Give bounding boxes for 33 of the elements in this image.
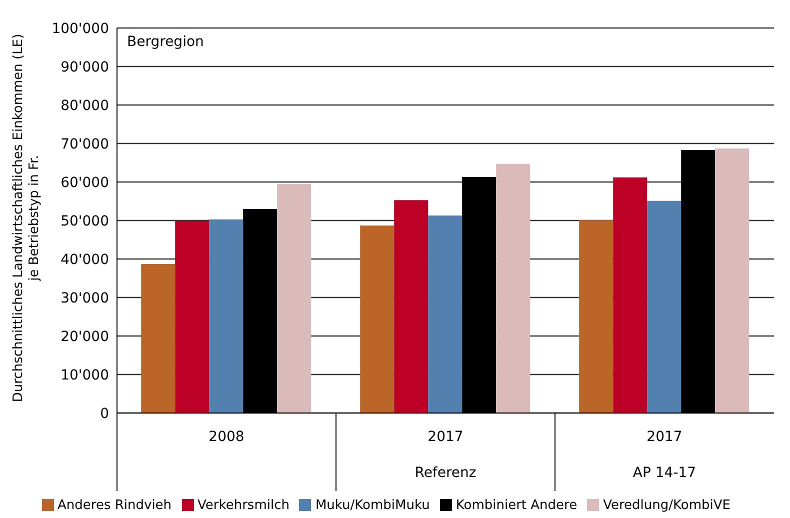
bar xyxy=(428,215,462,413)
legend-label: Veredlung/KombiVE xyxy=(603,498,730,513)
bar xyxy=(175,220,210,413)
bar xyxy=(715,148,750,413)
legend-label: Kombiniert Andere xyxy=(456,498,578,513)
y-tick-label: 40'000 xyxy=(60,252,109,268)
category-label: 2017 Referenz xyxy=(414,429,476,481)
legend-label: Verkehrsmilch xyxy=(198,498,290,513)
y-tick-label: 30'000 xyxy=(60,290,109,306)
y-tick-label: 80'000 xyxy=(60,98,109,114)
y-tick-label: 20'000 xyxy=(60,328,109,345)
bar xyxy=(360,226,394,413)
y-tick-label: 90'000 xyxy=(60,59,109,76)
y-tick-label: 50'000 xyxy=(60,213,109,230)
bar xyxy=(496,164,530,413)
bar xyxy=(141,264,176,413)
category-label: 2017 AP 14-17 xyxy=(632,429,696,481)
bar xyxy=(209,219,244,413)
y-tick-label: 60'000 xyxy=(60,174,109,191)
bar xyxy=(613,177,648,413)
y-tick-label: 70'000 xyxy=(60,136,109,152)
bar xyxy=(579,220,614,413)
bar xyxy=(647,200,682,413)
y-tick-label: 0 xyxy=(100,406,109,422)
y-tick-label: 10'000 xyxy=(60,367,109,384)
y-tick-label: 100'000 xyxy=(52,20,109,37)
legend-label: Muku/KombiMuku xyxy=(315,498,430,513)
bar xyxy=(394,200,428,413)
bar xyxy=(277,184,312,413)
chart-title: Bergregion xyxy=(127,34,204,50)
x-tick-label: 2008 xyxy=(208,429,244,445)
legend-label: Anderes Rindvieh xyxy=(58,498,172,513)
y-axis-title: Durchschnittliches Landwirtschaftliches Einkommen (LE) je Betriebstyp in Fr. xyxy=(11,34,42,402)
